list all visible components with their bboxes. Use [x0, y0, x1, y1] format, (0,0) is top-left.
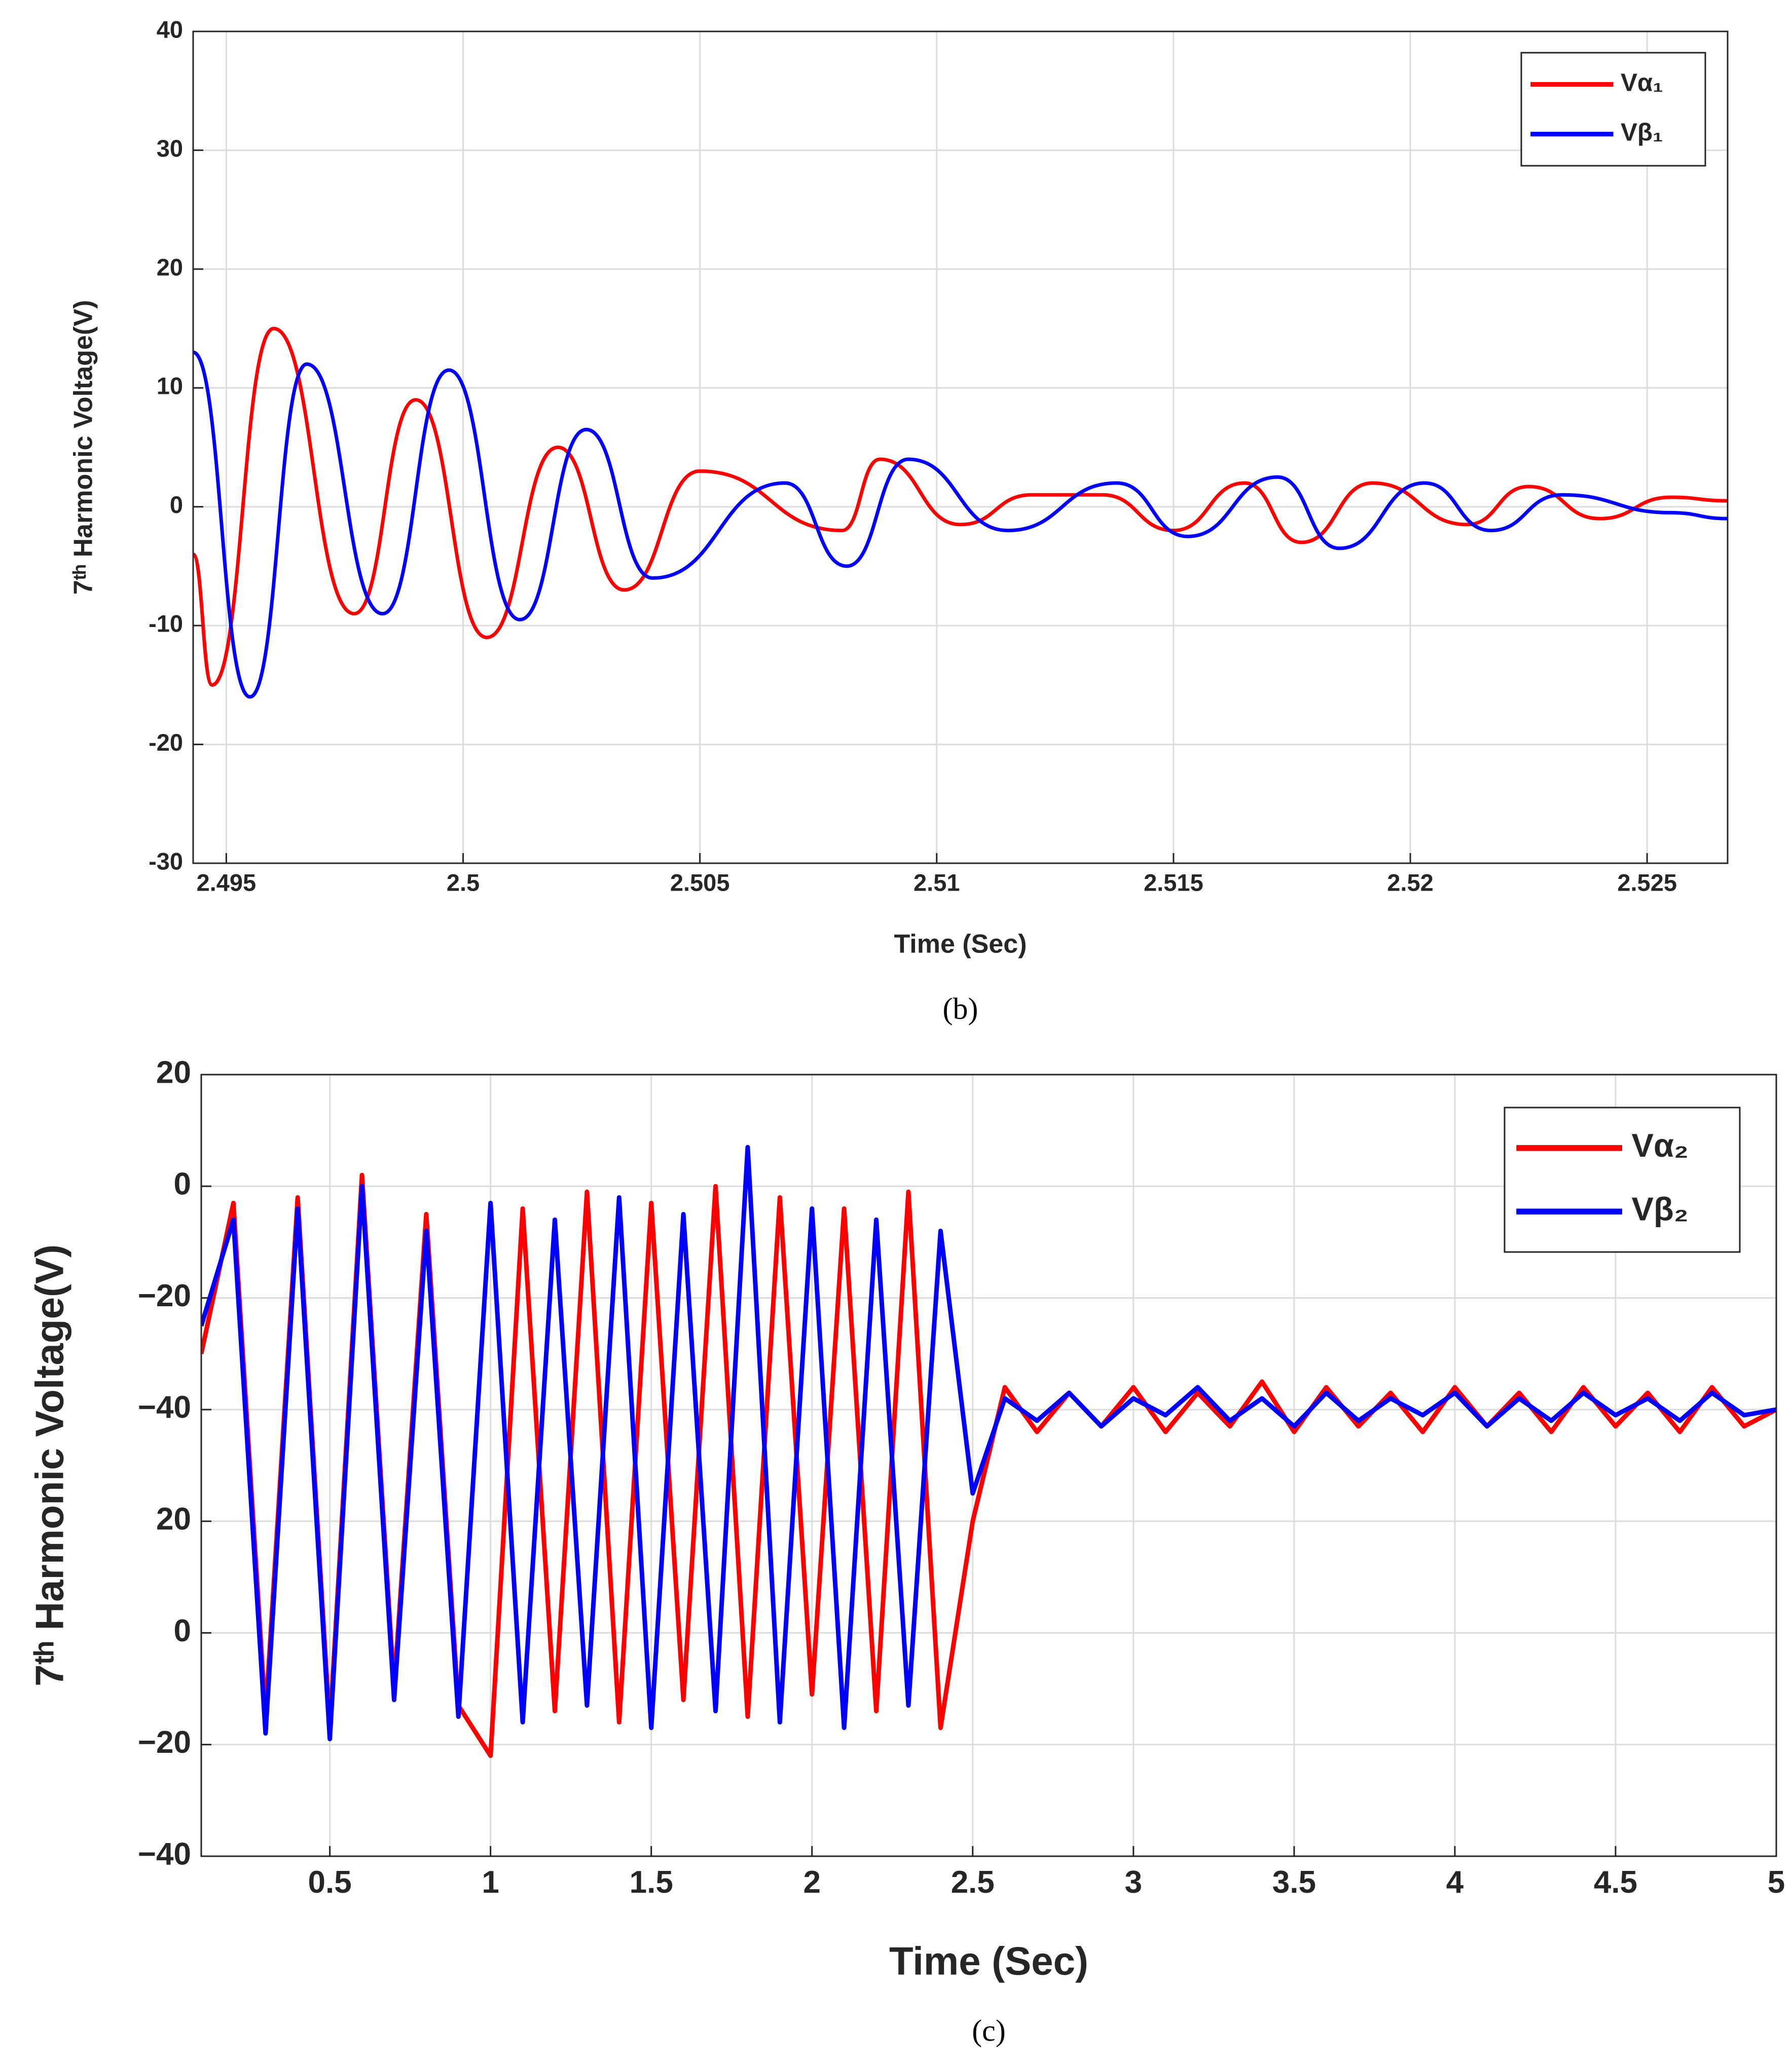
x-tick-label: 2.51 [913, 869, 960, 896]
x-tick-label: 2.5 [447, 869, 480, 896]
chart: −40 −20 0 20 −40 −20 0 20 0.5 1 1.5 2 2.5 3 3.5 4 4.5 5 Vα… [27, 1055, 1785, 2047]
legend-label: Vβ₁ [1621, 119, 1663, 146]
x-tick-label: 4.5 [1594, 1865, 1637, 1900]
legend-label: Vβ₂ [1632, 1190, 1689, 1227]
plot-area [193, 31, 1728, 863]
series-line [193, 350, 1728, 699]
x-axis-label: Time (Sec) [894, 930, 1027, 959]
y-tick-label: 10 [157, 373, 183, 399]
caption: (b) [943, 992, 978, 1025]
series-line [201, 1145, 1776, 1742]
x-tick-label: 2.495 [197, 869, 257, 896]
chart: -30 -20 -10 0 10 20 30 40 2.495 2.5 2.505 2.51 2.515… [69, 16, 1729, 1025]
x-tick-label: 4 [1446, 1865, 1464, 1900]
y-tick-label: −40 [138, 1836, 191, 1871]
x-tick-label: 2.505 [670, 869, 730, 896]
y-tick-label: −20 [138, 1278, 191, 1313]
y-tick-label: 30 [157, 135, 183, 162]
x-tick-label: 0.5 [308, 1865, 352, 1900]
y-tick-label: −40 [138, 1390, 191, 1425]
x-tick-label: 1.5 [630, 1865, 673, 1900]
y-tick-label: -20 [149, 729, 183, 756]
y-tick-label: 20 [156, 1055, 191, 1090]
x-tick-label: 3.5 [1272, 1865, 1316, 1900]
x-tick-label: 3 [1125, 1865, 1142, 1900]
y-tick-label: 0 [174, 1167, 191, 1202]
x-axis-label: Time (Sec) [889, 1939, 1088, 1983]
x-tick-label: 2 [803, 1865, 821, 1900]
legend-box [1520, 52, 1706, 167]
y-tick-label: 0 [174, 1613, 191, 1648]
y-tick-label: -30 [149, 848, 183, 874]
x-tick-label: 2.515 [1144, 869, 1203, 896]
y-axis-label: 7ᵗʰ Harmonic Voltage(V) [69, 300, 98, 595]
x-tick-label: 2.52 [1387, 869, 1433, 896]
y-tick-label: 20 [156, 1502, 191, 1537]
x-tick-label: 2.5 [951, 1865, 995, 1900]
legend-label: Vα₁ [1621, 68, 1663, 96]
x-tick-label: 5 [1768, 1865, 1785, 1900]
caption: (c) [972, 2014, 1006, 2047]
y-axis-label: 7ᵗʰ Harmonic Voltage(V) [27, 1244, 72, 1686]
series-line [193, 326, 1728, 687]
y-tick-label: 0 [170, 491, 183, 518]
y-tick-label: -10 [149, 610, 183, 637]
series-line [201, 1172, 1776, 1758]
legend-label: Vα₂ [1632, 1127, 1689, 1164]
y-tick-label: 20 [157, 253, 183, 280]
axes-box [200, 1074, 1777, 1857]
legend-box [1504, 1107, 1741, 1253]
y-tick-label: 40 [157, 16, 183, 43]
y-tick-label: −20 [138, 1725, 191, 1760]
x-tick-label: 2.525 [1617, 869, 1677, 896]
x-tick-label: 1 [482, 1865, 499, 1900]
axes-box [192, 30, 1729, 864]
